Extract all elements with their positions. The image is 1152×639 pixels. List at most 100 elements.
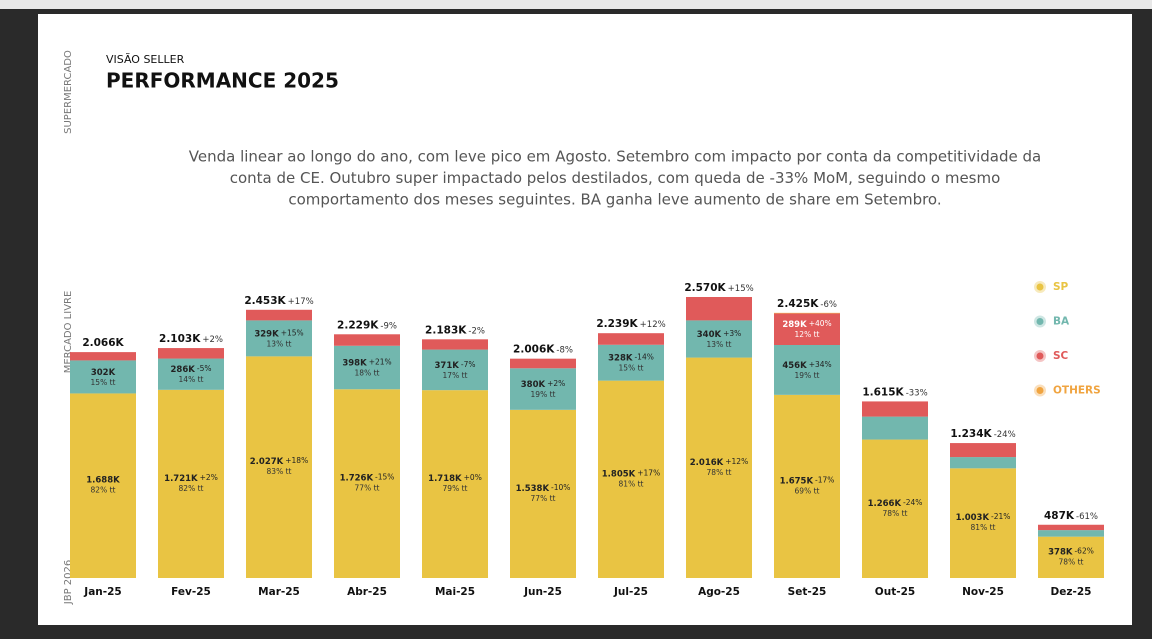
- segment-share: 82% tt: [179, 484, 204, 493]
- segment-change: -14%: [634, 353, 653, 362]
- segment-share: 14% tt: [179, 375, 204, 384]
- segment-change: -7%: [461, 360, 476, 369]
- total-value: 2.570K: [684, 282, 726, 294]
- segment-label: 456K +34%: [782, 360, 831, 371]
- segment-value: 286K: [171, 365, 196, 375]
- segment-change: -17%: [815, 475, 834, 484]
- segment-value: 1.266K: [868, 498, 902, 508]
- segment-value: 398K: [342, 358, 367, 368]
- bar-segment: [1038, 530, 1104, 537]
- total-value: 2.103K: [159, 333, 201, 345]
- segment-change: -15%: [375, 473, 394, 482]
- bar-segment: [598, 344, 664, 381]
- total-change: -6%: [820, 299, 837, 309]
- segment-label: 378K -62%: [1048, 546, 1094, 557]
- segment-share: 69% tt: [795, 486, 820, 495]
- segment-change: +21%: [369, 358, 392, 367]
- total-value: 2.425K: [777, 298, 819, 310]
- subtitle-line: Venda linear ao longo do ano, com leve p…: [189, 148, 1041, 166]
- x-tick-label: Out-25: [875, 586, 915, 598]
- total-label: 2.570K +15%: [684, 282, 753, 294]
- segment-share: 78% tt: [883, 509, 908, 518]
- segment-share: 13% tt: [267, 339, 292, 348]
- total-change: -2%: [468, 326, 485, 336]
- bar-segment: [686, 357, 752, 578]
- total-change: -9%: [380, 321, 397, 331]
- segment-share: 78% tt: [1059, 557, 1084, 566]
- total-label: 2.239K +12%: [596, 318, 665, 330]
- legend-label: OTHERS: [1053, 385, 1101, 397]
- bar-segment: [862, 401, 928, 417]
- bar-segment: [686, 320, 752, 358]
- segment-change: +34%: [809, 360, 832, 369]
- segment-change: +0%: [464, 473, 482, 482]
- segment-label: 380K +2%: [521, 379, 566, 390]
- segment-share: 77% tt: [355, 484, 380, 493]
- total-value: 2.066K: [82, 337, 124, 349]
- segment-value: 302K: [91, 367, 116, 377]
- total-value: 2.229K: [337, 319, 379, 331]
- segment-label: 2.027K +18%: [250, 456, 308, 467]
- total-change: +12%: [640, 320, 666, 330]
- side-label: SUPERMERCADO: [63, 50, 74, 134]
- total-value: 1.615K: [862, 386, 904, 398]
- segment-share: 18% tt: [355, 369, 380, 378]
- x-tick-label: Jul-25: [613, 586, 648, 598]
- segment-value: 371K: [435, 360, 460, 370]
- total-value: 2.183K: [425, 324, 467, 336]
- kicker: VISÃO SELLER: [106, 53, 185, 66]
- bar-segment: [422, 390, 488, 578]
- segment-value: 456K: [782, 360, 807, 370]
- segment-label: 329K +15%: [254, 328, 303, 339]
- total-value: 487K: [1044, 510, 1075, 522]
- segment-change: +18%: [285, 456, 308, 465]
- x-tick-label: Abr-25: [347, 586, 387, 598]
- segment-share: 19% tt: [531, 390, 556, 399]
- segment-change: +12%: [725, 457, 748, 466]
- bar-segment: [334, 389, 400, 578]
- segment-share: 82% tt: [91, 486, 116, 495]
- segment-label: 1.538K -10%: [516, 483, 571, 494]
- segment-label: 1.718K +0%: [428, 473, 482, 484]
- total-change: -8%: [556, 345, 573, 355]
- segment-value: 1.538K: [516, 483, 550, 493]
- chart-title: PERFORMANCE 2025: [106, 69, 339, 93]
- segment-value: 378K: [1048, 547, 1073, 557]
- segment-label: 340K +3%: [697, 329, 742, 340]
- segment-share: 79% tt: [443, 484, 468, 493]
- bar-segment: [862, 416, 928, 440]
- total-label: 2.229K -9%: [337, 319, 397, 331]
- bar-segment: [950, 468, 1016, 578]
- bar-segment: [950, 457, 1016, 469]
- bar-segment: [158, 358, 224, 390]
- total-change: +17%: [288, 296, 314, 306]
- segment-value: 329K: [254, 329, 279, 339]
- segment-change: -24%: [903, 498, 922, 507]
- segment-label: 371K -7%: [435, 360, 476, 371]
- legend-marker: [1036, 387, 1044, 394]
- total-label: 2.006K -8%: [513, 344, 573, 356]
- total-label: 487K -61%: [1044, 510, 1098, 522]
- segment-share: 81% tt: [971, 523, 996, 532]
- segment-change: +17%: [637, 468, 660, 477]
- segment-label: 302K: [91, 367, 116, 377]
- top-strip: [0, 0, 1152, 9]
- segment-value: 1.003K: [956, 513, 990, 523]
- bar-segment: [862, 439, 928, 578]
- segment-change: -62%: [1074, 546, 1093, 555]
- segment-change: +3%: [723, 329, 741, 338]
- segment-change: -21%: [991, 512, 1010, 521]
- total-label: 2.183K -2%: [425, 324, 485, 336]
- segment-value: 1.726K: [340, 473, 374, 483]
- x-tick-label: Ago-25: [698, 586, 740, 598]
- total-label: 2.103K +2%: [159, 333, 223, 345]
- bar-segment: [1038, 524, 1104, 531]
- bar-segment: [246, 309, 312, 321]
- bar-segment: [422, 339, 488, 350]
- legend-label: SP: [1053, 281, 1069, 293]
- bar-segment: [774, 312, 840, 314]
- segment-label: 1.721K +2%: [164, 473, 218, 484]
- segment-share: 15% tt: [91, 378, 116, 387]
- bar-segment: [598, 333, 664, 345]
